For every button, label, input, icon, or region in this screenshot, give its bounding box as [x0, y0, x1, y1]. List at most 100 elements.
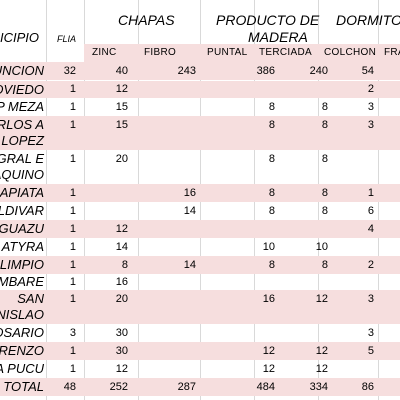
terciada-cell: 334 [309, 381, 328, 393]
colchon-cell: 3 [367, 293, 374, 305]
flia-cell: 1 [69, 205, 76, 217]
fibro-cell: 14 [183, 259, 196, 271]
subheader-fra: FRA [384, 47, 400, 58]
zinc-cell: 30 [115, 327, 128, 339]
municipio-cell: A PUCU [0, 361, 44, 376]
municipio-cell: ALDIVAR [0, 203, 44, 218]
table-row: ALDIVAR 1 14 8 8 6 [0, 202, 400, 220]
colchon-cell: 1 [367, 187, 374, 199]
fibro-cell: 16 [183, 187, 196, 199]
table-row: ORENZO 1 30 12 12 5 [0, 342, 400, 360]
colchon-cell: 54 [361, 65, 374, 77]
header-producto-line2: MADERA [248, 29, 308, 45]
table-row: OVIEDO 1 12 2 [0, 81, 400, 98]
municipio-cell: UNCION [0, 63, 44, 78]
flia-cell: 1 [69, 223, 76, 235]
header-producto-line1: PRODUCTO DE [216, 12, 320, 28]
fibro-cell: 243 [177, 65, 196, 77]
colchon-cell: 3 [367, 119, 374, 131]
terciada-cell: 240 [309, 65, 328, 77]
total-row: TOTAL 48 252 287 484 334 86 [0, 378, 400, 396]
flia-cell: 1 [69, 363, 76, 375]
table-row: OSARIO 3 30 3 [0, 324, 400, 342]
terciada-cell: 8 [321, 187, 328, 199]
puntal-cell: 8 [268, 101, 275, 113]
municipio-cell: TOTAL [3, 379, 44, 394]
zinc-cell: 14 [115, 241, 128, 253]
municipio-cell: OSARIO [0, 325, 44, 340]
subheader-band [84, 44, 400, 62]
colchon-cell: 2 [367, 83, 374, 95]
table-row: ATYRA 1 14 10 10 [0, 238, 400, 256]
puntal-cell: 8 [268, 259, 275, 271]
puntal-cell: 8 [268, 153, 275, 165]
colchon-cell: 3 [367, 101, 374, 113]
terciada-cell: 12 [315, 363, 328, 375]
table-row: UNCION 32 40 243 386 240 54 [0, 62, 400, 80]
municipio-cell: SAN NISLAO [0, 291, 44, 322]
zinc-cell: 12 [115, 83, 128, 95]
table-row: APIATA 1 16 8 8 1 [0, 184, 400, 202]
terciada-cell: 12 [315, 293, 328, 305]
colchon-cell: 86 [361, 381, 374, 393]
table-row: A PUCU 1 12 12 12 [0, 360, 400, 378]
zinc-cell: 20 [115, 293, 128, 305]
header-municipio: ICIPIO [0, 30, 40, 45]
zinc-cell: 12 [115, 223, 128, 235]
fibro-cell: 14 [183, 205, 196, 217]
zinc-cell: 252 [109, 381, 128, 393]
flia-cell: 1 [69, 241, 76, 253]
puntal-cell: 8 [268, 205, 275, 217]
municipio-cell: P MEZA [0, 99, 44, 114]
municipio-cell: MBARE [0, 274, 44, 289]
flia-cell: 1 [69, 345, 76, 357]
zinc-cell: 30 [115, 345, 128, 357]
terciada-cell: 10 [315, 241, 328, 253]
colchon-cell: 2 [367, 259, 374, 271]
municipio-cell: GRAL E AQUINO [0, 151, 44, 182]
municipio-cell: LIMPIO [0, 257, 44, 272]
terciada-cell: 8 [321, 119, 328, 131]
subheader-zinc: ZINC [92, 47, 117, 58]
municipio-cell: ORENZO [0, 343, 44, 358]
colchon-cell: 6 [367, 205, 374, 217]
table-row: AGUAZU 1 12 4 [0, 220, 400, 238]
subheader-puntal: PUNTAL [207, 47, 248, 58]
colchon-cell: 3 [367, 327, 374, 339]
puntal-cell: 484 [256, 381, 275, 393]
terciada-cell: 8 [321, 153, 328, 165]
flia-cell: 1 [69, 101, 76, 113]
flia-cell: 1 [69, 259, 76, 271]
terciada-cell: 12 [315, 345, 328, 357]
flia-cell: 1 [69, 187, 76, 199]
municipio-cell: ATYRA [1, 239, 44, 254]
zinc-cell: 20 [115, 153, 128, 165]
zinc-cell: 12 [115, 363, 128, 375]
puntal-cell: 12 [262, 345, 275, 357]
zinc-cell: 16 [115, 276, 128, 288]
terciada-cell: 8 [321, 205, 328, 217]
subheader-colchon: COLCHON [324, 47, 377, 58]
header-flia: FLIA [57, 34, 77, 44]
zinc-cell: 15 [115, 119, 128, 131]
subheader-terciada: TERCIADA [259, 47, 312, 58]
zinc-cell: 15 [115, 101, 128, 113]
municipio-cell: APIATA [0, 185, 44, 200]
flia-cell: 1 [69, 83, 76, 95]
municipio-cell: OVIEDO [0, 82, 44, 97]
puntal-cell: 386 [256, 65, 275, 77]
zinc-cell: 40 [115, 65, 128, 77]
flia-cell: 32 [63, 65, 76, 77]
colchon-cell: 4 [367, 223, 374, 235]
table-row: MBARE 1 16 [0, 274, 400, 290]
table-row: GRAL E AQUINO 1 20 8 8 [0, 150, 400, 184]
header-dormitorio: DORMITOR [336, 12, 400, 28]
municipio-cell: AGUAZU [0, 221, 44, 236]
terciada-cell: 8 [321, 101, 328, 113]
flia-cell: 1 [69, 276, 76, 288]
puntal-cell: 12 [262, 363, 275, 375]
zinc-cell: 8 [121, 259, 128, 271]
table-row: P MEZA 1 15 8 8 3 [0, 98, 400, 116]
header-chapas: CHAPAS [118, 12, 175, 28]
